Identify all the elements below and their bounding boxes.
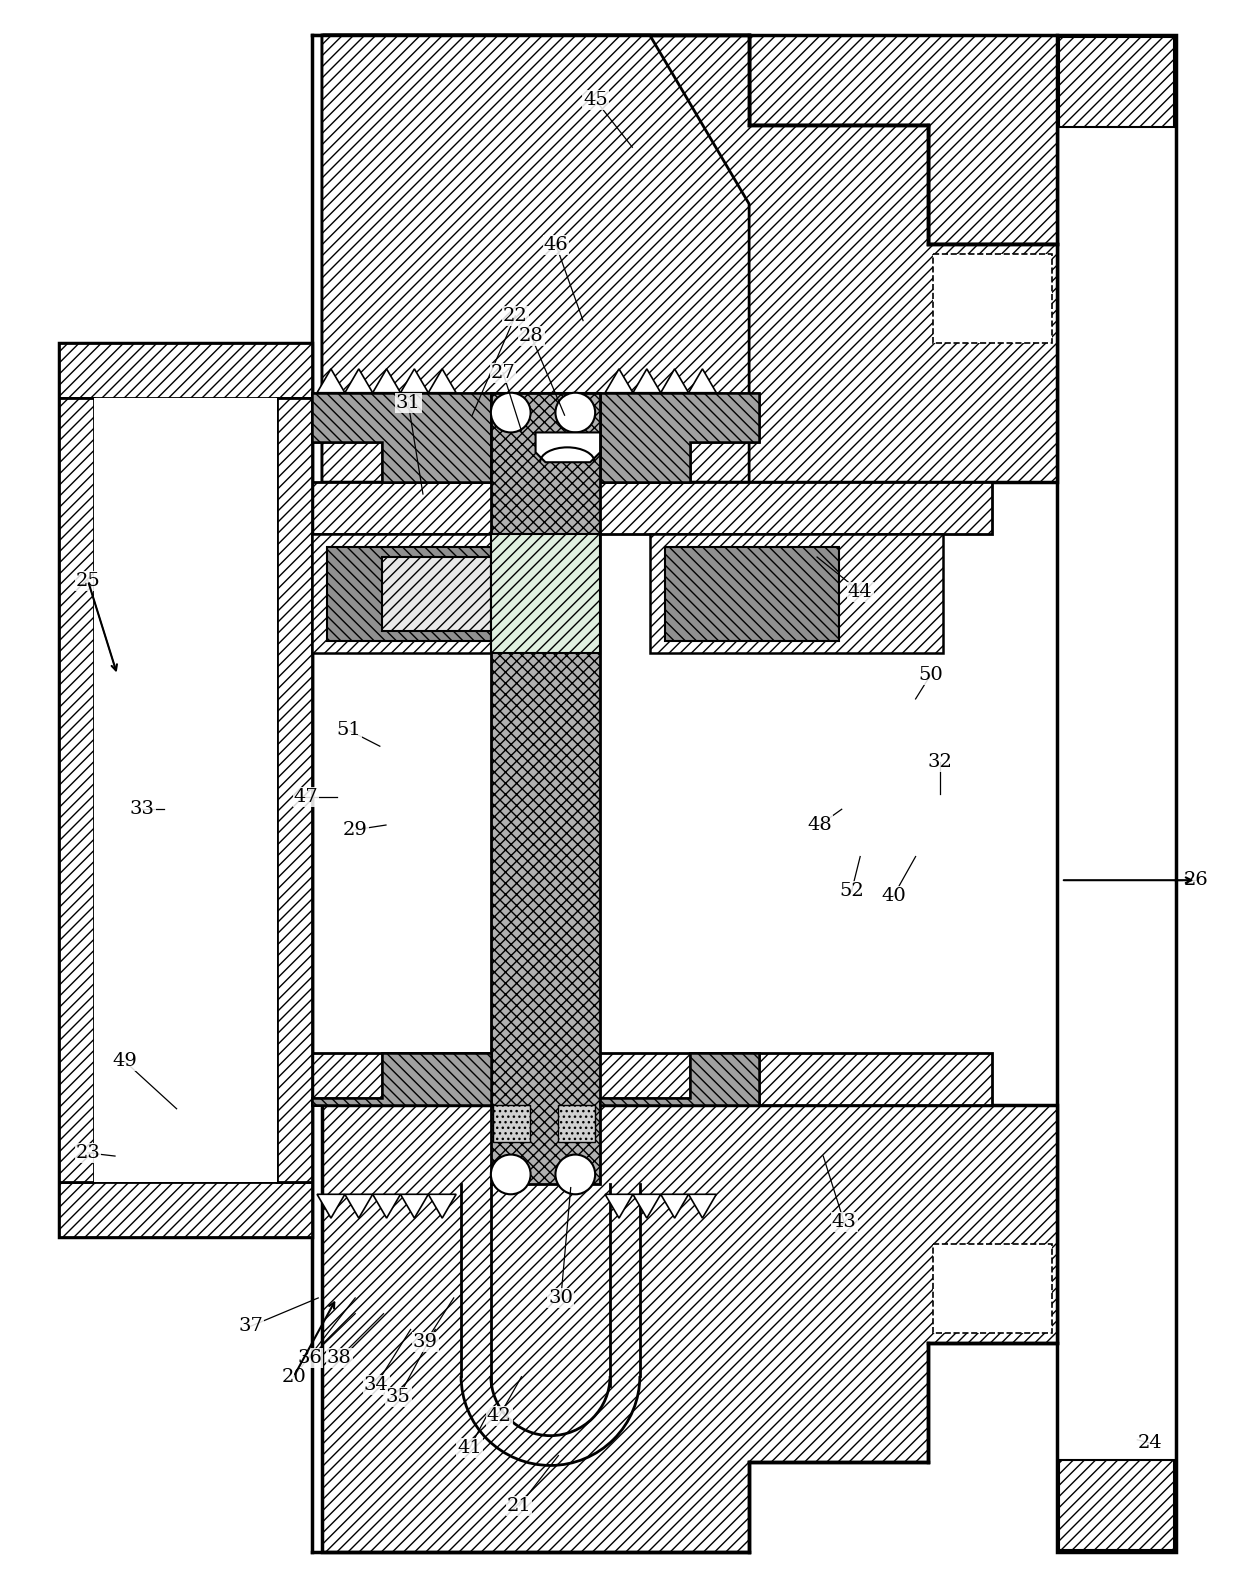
Polygon shape bbox=[536, 432, 600, 462]
Text: 37: 37 bbox=[238, 1317, 263, 1335]
Polygon shape bbox=[58, 1182, 312, 1236]
Text: 47: 47 bbox=[294, 787, 319, 806]
Text: 31: 31 bbox=[396, 394, 420, 411]
Polygon shape bbox=[401, 368, 428, 392]
Polygon shape bbox=[93, 398, 278, 1182]
Text: 39: 39 bbox=[413, 1333, 438, 1351]
Text: 52: 52 bbox=[839, 882, 864, 900]
Polygon shape bbox=[58, 482, 992, 533]
Polygon shape bbox=[558, 395, 595, 432]
Polygon shape bbox=[58, 343, 312, 1236]
Polygon shape bbox=[322, 35, 749, 482]
Text: 40: 40 bbox=[882, 887, 905, 905]
Polygon shape bbox=[312, 1054, 491, 1105]
Polygon shape bbox=[1059, 37, 1174, 127]
Polygon shape bbox=[1061, 40, 1172, 1547]
Polygon shape bbox=[373, 1195, 401, 1219]
Polygon shape bbox=[401, 1195, 428, 1219]
Polygon shape bbox=[492, 395, 529, 432]
Polygon shape bbox=[382, 557, 491, 632]
Polygon shape bbox=[58, 398, 93, 1182]
Polygon shape bbox=[665, 546, 838, 641]
Polygon shape bbox=[1056, 35, 1177, 1552]
Circle shape bbox=[491, 1155, 531, 1195]
Text: 48: 48 bbox=[807, 816, 832, 835]
Text: 33: 33 bbox=[130, 800, 155, 819]
Polygon shape bbox=[327, 546, 491, 641]
Polygon shape bbox=[605, 368, 632, 392]
Polygon shape bbox=[650, 533, 942, 652]
Polygon shape bbox=[688, 368, 717, 392]
Polygon shape bbox=[605, 1195, 632, 1219]
Polygon shape bbox=[492, 1105, 529, 1141]
Text: 30: 30 bbox=[548, 1289, 573, 1308]
Text: 41: 41 bbox=[458, 1439, 482, 1457]
Polygon shape bbox=[278, 398, 312, 1182]
Polygon shape bbox=[428, 368, 456, 392]
Text: 25: 25 bbox=[76, 571, 100, 590]
Polygon shape bbox=[345, 368, 373, 392]
Text: 38: 38 bbox=[327, 1349, 352, 1366]
Circle shape bbox=[491, 392, 531, 432]
Polygon shape bbox=[661, 368, 688, 392]
Text: 28: 28 bbox=[520, 327, 543, 346]
Polygon shape bbox=[491, 1054, 600, 1105]
Polygon shape bbox=[600, 392, 759, 482]
Polygon shape bbox=[428, 1195, 456, 1219]
Polygon shape bbox=[322, 1105, 1056, 1552]
Text: 35: 35 bbox=[386, 1389, 410, 1406]
Polygon shape bbox=[1059, 1460, 1174, 1550]
Text: 26: 26 bbox=[1184, 871, 1209, 889]
Polygon shape bbox=[932, 254, 1052, 343]
Polygon shape bbox=[632, 368, 661, 392]
Text: 44: 44 bbox=[848, 582, 873, 601]
Polygon shape bbox=[932, 1244, 1052, 1333]
Text: 36: 36 bbox=[298, 1349, 322, 1366]
Polygon shape bbox=[322, 35, 1056, 482]
Text: 32: 32 bbox=[928, 752, 952, 771]
Polygon shape bbox=[312, 1054, 491, 1105]
Polygon shape bbox=[317, 368, 345, 392]
Circle shape bbox=[556, 1155, 595, 1195]
Polygon shape bbox=[58, 1054, 992, 1105]
Text: 50: 50 bbox=[918, 667, 942, 684]
Polygon shape bbox=[491, 392, 600, 1184]
Polygon shape bbox=[317, 1195, 345, 1219]
Text: 20: 20 bbox=[281, 1368, 306, 1385]
Text: 22: 22 bbox=[503, 306, 528, 325]
Polygon shape bbox=[312, 392, 491, 482]
Polygon shape bbox=[312, 533, 541, 652]
Polygon shape bbox=[491, 392, 600, 482]
Polygon shape bbox=[345, 1195, 373, 1219]
Text: 34: 34 bbox=[363, 1376, 388, 1393]
Polygon shape bbox=[322, 35, 1056, 244]
Text: 42: 42 bbox=[487, 1408, 512, 1425]
Polygon shape bbox=[600, 1054, 759, 1105]
Polygon shape bbox=[661, 1195, 688, 1219]
Polygon shape bbox=[600, 1054, 759, 1105]
Text: 51: 51 bbox=[336, 722, 361, 740]
Polygon shape bbox=[600, 392, 759, 482]
Polygon shape bbox=[632, 1195, 661, 1219]
Polygon shape bbox=[491, 533, 600, 652]
Text: 29: 29 bbox=[342, 820, 367, 840]
Circle shape bbox=[556, 392, 595, 432]
Text: 24: 24 bbox=[1137, 1435, 1162, 1452]
Polygon shape bbox=[688, 1195, 717, 1219]
Text: 23: 23 bbox=[76, 1144, 100, 1162]
Text: 43: 43 bbox=[832, 1214, 857, 1232]
Text: 27: 27 bbox=[491, 363, 516, 381]
Polygon shape bbox=[558, 1105, 595, 1141]
Text: 46: 46 bbox=[543, 236, 568, 254]
Polygon shape bbox=[312, 392, 491, 482]
Polygon shape bbox=[373, 368, 401, 392]
Text: 21: 21 bbox=[507, 1497, 532, 1516]
Text: 45: 45 bbox=[583, 90, 608, 110]
Text: 49: 49 bbox=[113, 1052, 138, 1071]
Polygon shape bbox=[58, 343, 312, 398]
